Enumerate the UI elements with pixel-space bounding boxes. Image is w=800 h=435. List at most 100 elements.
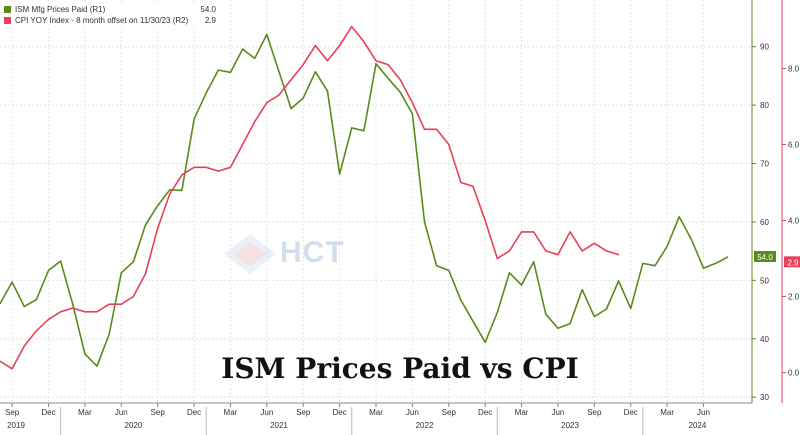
data-point-cpi: [618, 254, 620, 256]
r2-tick-label: 2.0: [788, 293, 800, 302]
data-point-cpi: [496, 257, 498, 260]
year-label: 2020: [125, 421, 143, 430]
data-point-ism: [169, 189, 171, 191]
data-point-cpi: [242, 143, 244, 146]
data-point-ism: [72, 303, 74, 305]
data-point-ism: [484, 341, 486, 343]
data-point-ism: [702, 267, 705, 269]
data-point-cpi: [11, 368, 13, 370]
data-point-ism: [387, 77, 389, 79]
diamond-logo-icon: [224, 234, 276, 274]
data-point-ism: [581, 289, 583, 291]
data-point-cpi: [460, 181, 462, 184]
data-point-ism: [666, 245, 668, 248]
data-point-cpi: [581, 250, 583, 252]
data-point-cpi: [72, 307, 74, 309]
data-point-ism: [448, 269, 450, 271]
data-point-cpi: [290, 79, 292, 81]
last-value-badge-ism: [754, 250, 776, 262]
data-point-ism: [108, 333, 110, 335]
data-point-ism: [302, 97, 304, 99]
data-point-ism: [229, 71, 232, 73]
x-tick-label: Dec: [624, 408, 638, 417]
x-tick-label: Sep: [5, 408, 20, 417]
data-point-ism: [290, 108, 292, 110]
data-point-ism: [423, 221, 426, 223]
data-point-cpi: [217, 170, 219, 172]
data-point-ism: [84, 353, 86, 355]
data-point-cpi: [545, 250, 547, 252]
data-point-ism: [618, 280, 620, 282]
data-point-ism: [120, 272, 122, 274]
data-point-cpi: [132, 295, 134, 298]
x-tick-label: Jun: [697, 408, 710, 417]
data-point-ism: [436, 265, 438, 267]
data-point-cpi: [96, 311, 98, 313]
last-value-badge-cpi: [784, 256, 800, 268]
x-tick-label: Jun: [406, 408, 419, 417]
data-point-cpi: [120, 303, 122, 305]
watermark-text: HCT: [280, 236, 345, 269]
r1-tick-label: 50: [760, 276, 769, 285]
data-point-cpi: [108, 303, 110, 305]
data-point-cpi: [326, 60, 329, 62]
x-tick-label: Sep: [296, 408, 311, 417]
data-point-cpi: [302, 64, 304, 66]
r1-tick-label: 30: [760, 393, 769, 402]
legend-value-cpi: 2.9: [204, 16, 216, 25]
x-tick-label: Jun: [260, 408, 273, 417]
data-point-cpi: [508, 250, 510, 252]
data-point-cpi: [351, 26, 353, 28]
x-tick-label: Dec: [332, 408, 346, 417]
r2-tick-label: 4.0: [788, 217, 800, 226]
data-point-ism: [545, 313, 547, 315]
data-point-cpi: [484, 219, 486, 222]
data-point-cpi: [423, 128, 426, 130]
legend-label-ism: ISM Mfg Prices Paid (R1): [15, 5, 106, 14]
year-label: 2022: [416, 421, 434, 430]
data-point-cpi: [193, 166, 195, 168]
data-point-cpi: [520, 231, 523, 233]
data-point-cpi: [387, 64, 389, 66]
legend-value-ism: 54.0: [200, 5, 216, 14]
data-point-cpi: [533, 231, 535, 233]
data-point-cpi: [314, 45, 316, 47]
data-point-cpi: [593, 242, 595, 244]
data-point-ism: [642, 262, 644, 264]
data-point-ism: [339, 173, 341, 175]
data-point-cpi: [181, 174, 183, 176]
data-point-cpi: [23, 345, 25, 347]
data-point-cpi: [229, 166, 232, 168]
watermark: HCT: [222, 232, 372, 276]
data-point-cpi: [363, 41, 365, 43]
data-point-cpi: [0, 360, 1, 362]
data-point-cpi: [569, 231, 571, 233]
legend: ISM Mfg Prices Paid (R1) 54.0 CPI YOY In…: [4, 4, 216, 26]
r1-tick-label: 60: [760, 218, 769, 227]
x-tick-label: Mar: [369, 408, 383, 417]
data-point-ism: [242, 48, 244, 50]
data-point-cpi: [84, 311, 86, 313]
data-point-ism: [593, 316, 595, 318]
data-point-ism: [496, 311, 498, 314]
data-point-cpi: [47, 318, 50, 320]
data-point-ism: [23, 306, 25, 308]
data-point-cpi: [339, 45, 341, 47]
data-point-cpi: [436, 128, 438, 130]
data-point-cpi: [157, 227, 159, 229]
series-layer: [0, 25, 729, 370]
data-point-cpi: [144, 273, 147, 275]
data-point-ism: [715, 262, 717, 264]
data-point-ism: [569, 323, 571, 325]
x-tick-label: Mar: [515, 408, 529, 417]
data-point-ism: [217, 69, 219, 71]
data-point-ism: [96, 365, 98, 367]
legend-swatch-cpi: [4, 17, 11, 24]
legend-item-cpi: CPI YOY Index - 8 month offset on 11/30/…: [4, 15, 216, 26]
r1-tick-label: 70: [760, 160, 769, 169]
series-line-ism: [0, 33, 729, 368]
data-point-cpi: [399, 79, 401, 81]
data-point-cpi: [254, 121, 256, 123]
data-point-cpi: [278, 94, 280, 96]
